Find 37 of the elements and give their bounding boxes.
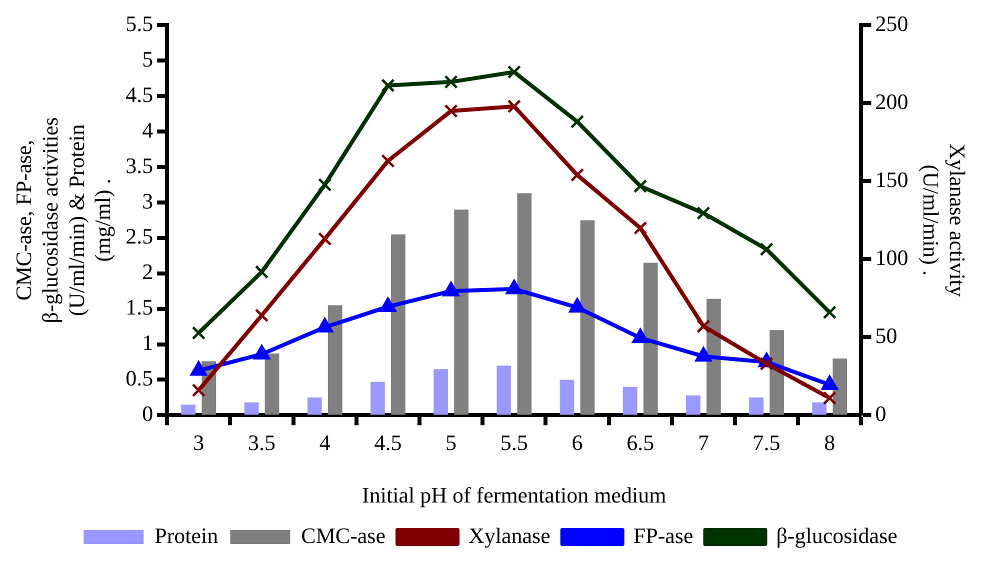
y-tick-label: 5.5 — [126, 10, 154, 36]
y-tick-label: 3 — [142, 188, 154, 214]
legend-label: Xylanase — [468, 522, 550, 548]
x-tick-label: 8 — [824, 430, 836, 456]
x-tick-label: 3 — [193, 430, 204, 456]
x-tick-label: 6 — [572, 430, 583, 456]
y2-axis-title: Xylanase activity (U/ml/min) . — [918, 144, 970, 297]
x-tick-label: 4 — [319, 430, 330, 456]
legend-label: β-glucosidase — [776, 522, 898, 548]
y-tick-label: 5 — [142, 46, 154, 72]
x-tick-label: 7 — [698, 430, 709, 456]
y-tick-label: 2 — [142, 259, 154, 284]
legend-label: FP-ase — [633, 522, 694, 548]
y-axis-title: CMC-ase, FP-ase, β-glucosidase activities (U/ml/min) & Protein (mg/ml) . — [10, 117, 116, 324]
y-tick-label: 4 — [142, 117, 154, 142]
legend-label: Protein — [154, 522, 218, 548]
y2-tick-label: 0 — [875, 400, 886, 426]
y-tick-label: 1 — [142, 330, 154, 356]
y-tick-label: 4.5 — [126, 82, 154, 107]
x-tick-label: 5 — [446, 430, 457, 456]
x-axis-title: Initial pH of fermentation medium — [362, 482, 666, 508]
x-tick-label: 4.5 — [374, 430, 402, 456]
x-tick-label: 3.5 — [248, 430, 276, 456]
y-tick-label: 0.5 — [126, 366, 154, 391]
y2-tick-label: 200 — [875, 88, 908, 114]
y2-tick-label: 100 — [875, 244, 908, 270]
y-tick-label: 3.5 — [126, 152, 154, 178]
y2-tick-label: 50 — [875, 322, 898, 348]
y-tick-label: 1.5 — [126, 294, 154, 320]
x-tick-label: 5.5 — [500, 430, 528, 456]
y-tick-label: 2.5 — [126, 224, 154, 249]
y2-tick-label: 250 — [875, 10, 908, 36]
x-tick-label: 7.5 — [752, 430, 780, 456]
legend-label: CMC-ase — [301, 522, 386, 548]
y-tick-label: 0 — [142, 400, 154, 426]
x-tick-label: 6.5 — [626, 430, 654, 456]
y2-tick-label: 150 — [875, 166, 908, 192]
